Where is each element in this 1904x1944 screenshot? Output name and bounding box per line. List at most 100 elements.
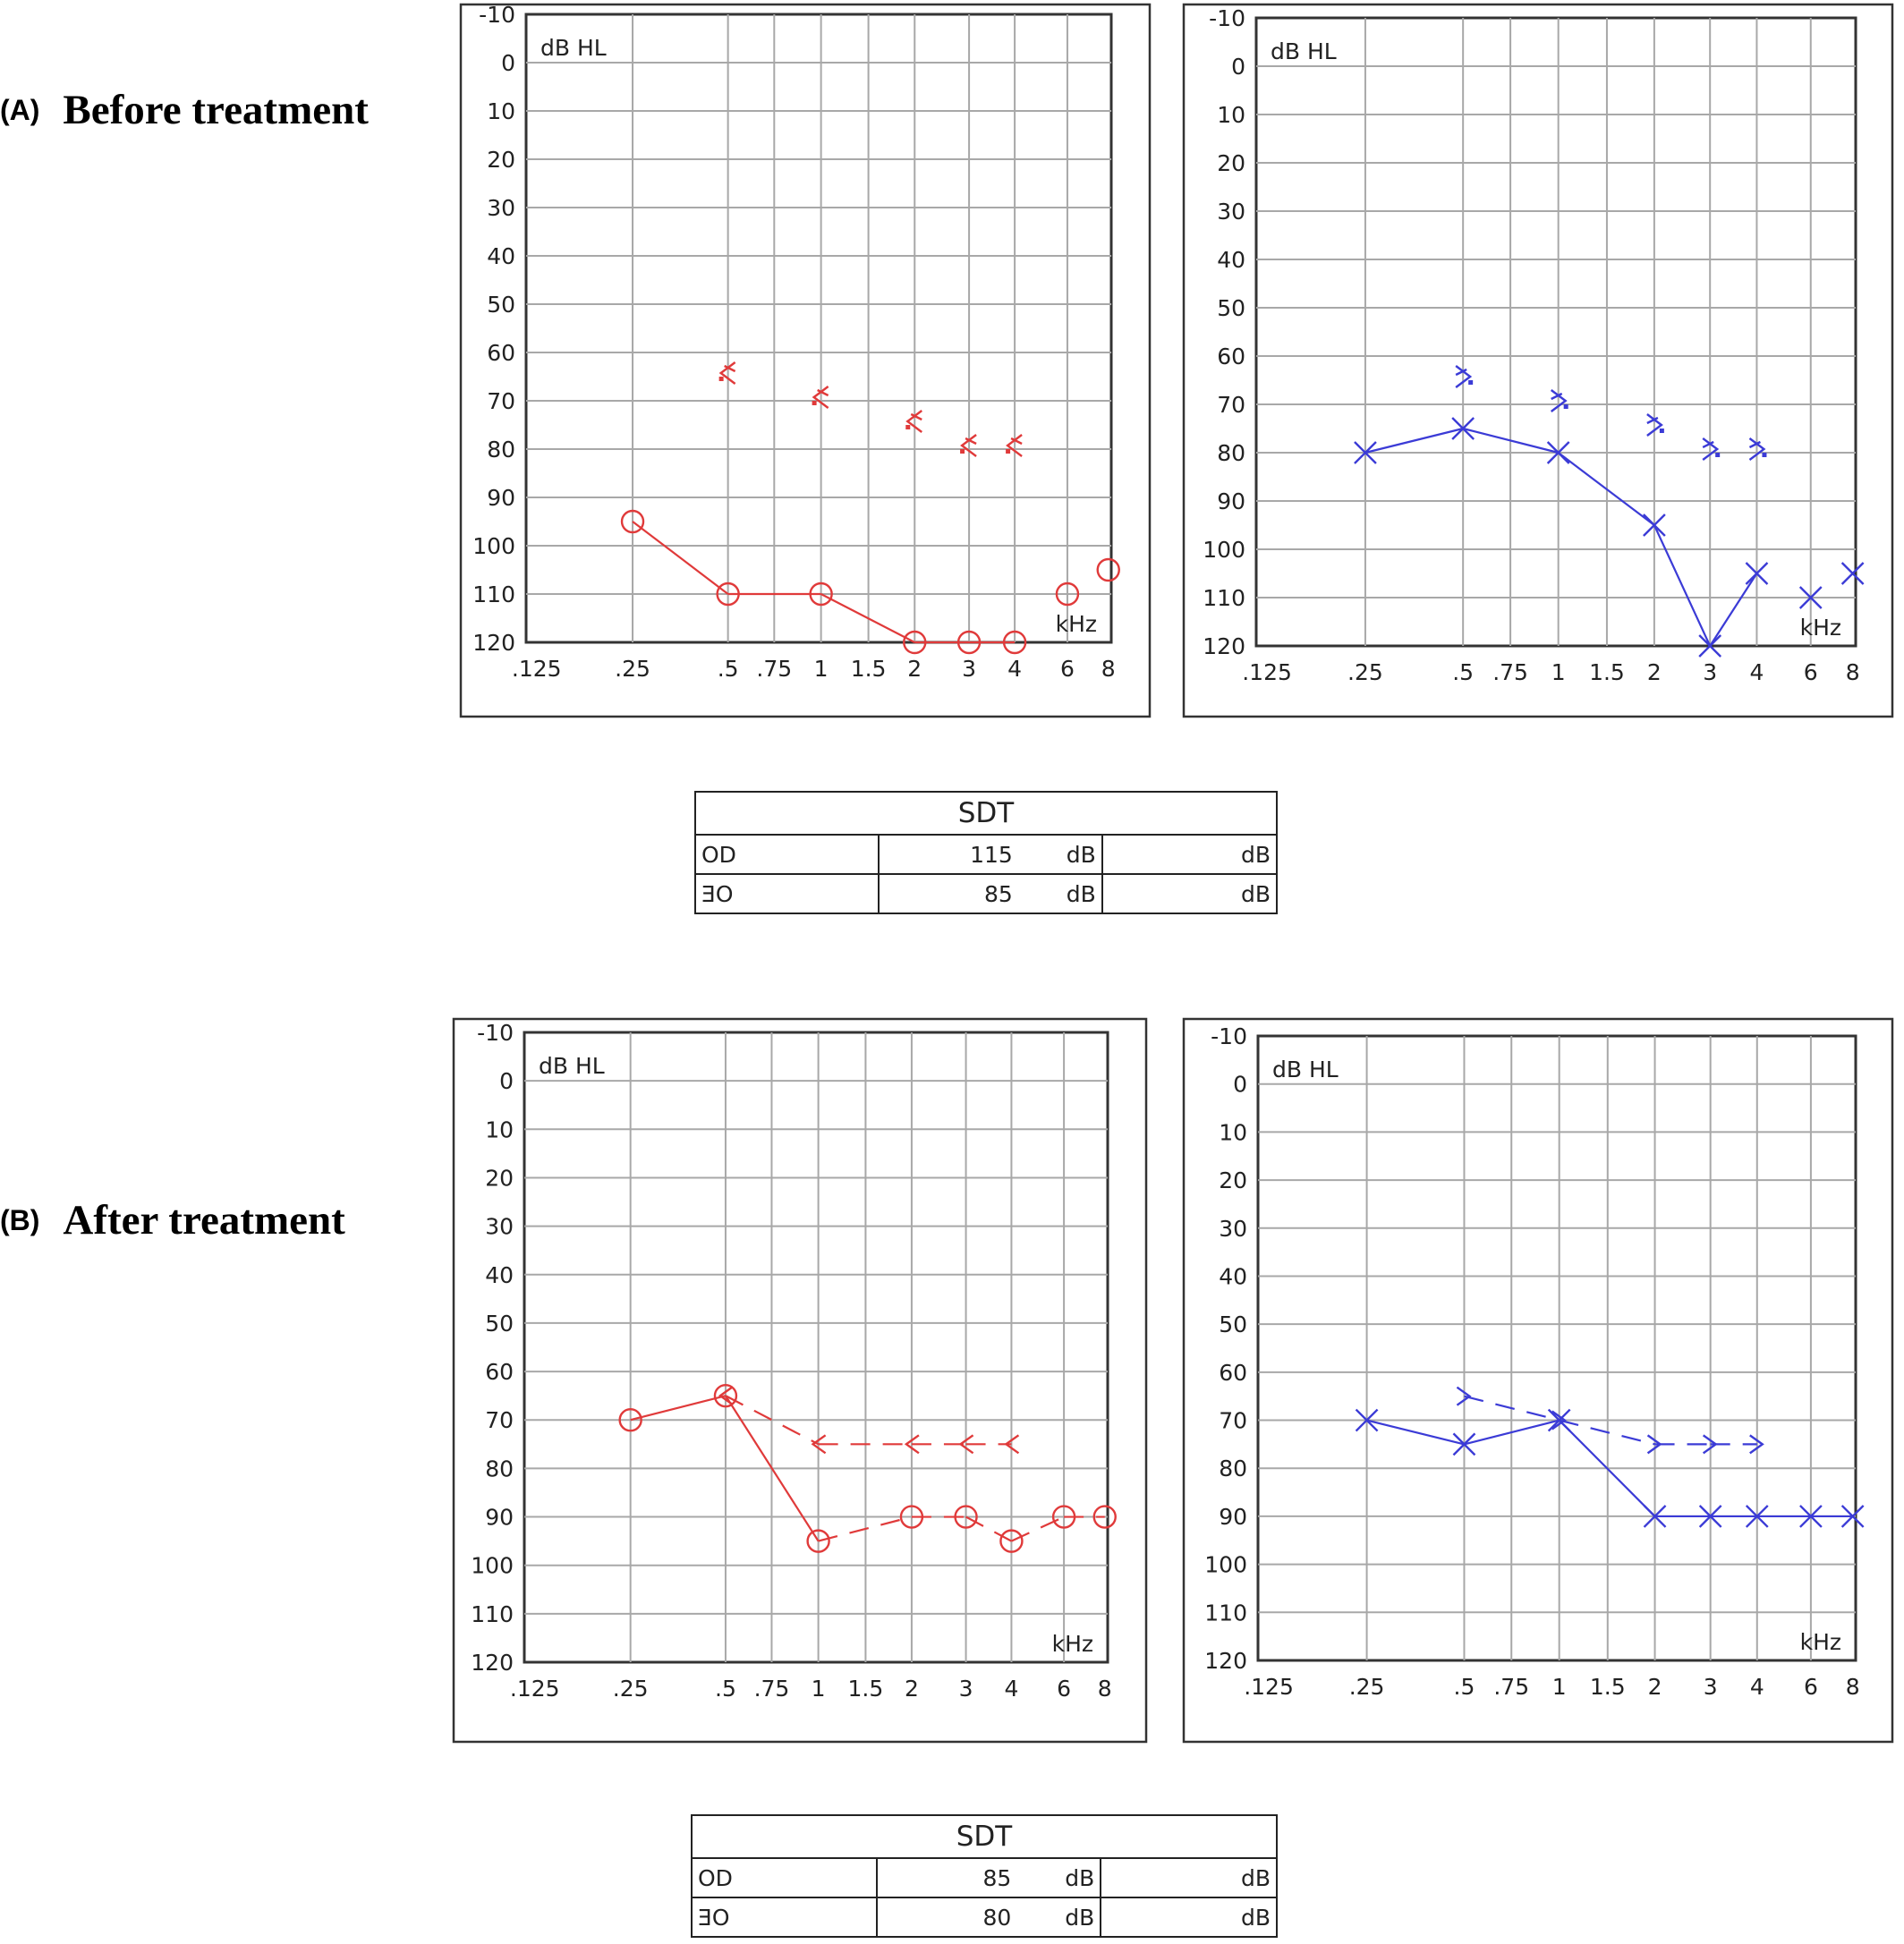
data-point [1745, 562, 1769, 585]
x-tick-label: 1.5 [1590, 1674, 1626, 1700]
x-tick-label: 1.5 [848, 1676, 884, 1702]
bone-marker-dot [1563, 404, 1568, 409]
y-tick-label: 90 [1217, 488, 1245, 514]
y-tick-label: 50 [1219, 1312, 1247, 1337]
y-tick-label: 40 [487, 243, 515, 269]
x-tick-label: 1 [1552, 1674, 1567, 1700]
plot-area [1254, 16, 1857, 648]
y-tick-label: 70 [485, 1407, 514, 1433]
data-point [1354, 441, 1377, 464]
bone-marker-dot [1762, 453, 1767, 457]
data-point [718, 361, 736, 385]
y-tick-label: 120 [1204, 1648, 1247, 1674]
data-point [1840, 562, 1865, 585]
sdt-value: 85 [982, 1864, 1012, 1891]
sdt-table-before: SDT OD 115 dB dB OE 85 dB dB [693, 791, 1279, 914]
circle-marker [954, 1505, 978, 1529]
x-tick-label: .75 [1492, 659, 1528, 685]
sdt-header: SDT [691, 1814, 1278, 1859]
sdt-unit2: dB [1100, 1857, 1278, 1898]
data-point [1646, 413, 1664, 437]
data-point [716, 582, 740, 607]
circle-marker [809, 582, 833, 607]
series-line [1464, 1395, 1560, 1422]
y-tick-label: -10 [1209, 5, 1245, 31]
series-line [632, 521, 729, 595]
data-point [1840, 1505, 1865, 1528]
y-tick-label: 20 [487, 147, 515, 173]
series-line [1709, 573, 1758, 647]
y-tick-label: 120 [471, 1650, 514, 1676]
x-tick-label: 3 [959, 1676, 973, 1702]
bone-marker-dot [1006, 449, 1011, 454]
circle-marker [1002, 630, 1027, 655]
circle-marker [1055, 582, 1080, 607]
y-tick-label: 10 [1217, 102, 1245, 128]
plot-area [1256, 1034, 1857, 1662]
y-tick-label: 30 [1217, 199, 1245, 225]
y-tick-label: 40 [1217, 247, 1245, 273]
bone-marker [1702, 437, 1720, 461]
x-tick-label: .25 [615, 656, 650, 682]
bone-marker [1749, 1434, 1764, 1455]
bone-marker-dot [718, 377, 724, 381]
data-point [718, 1386, 734, 1406]
y-tick-label: 90 [485, 1505, 514, 1531]
data-point [1745, 1505, 1769, 1528]
audiogram-before-right: -10 0 10 20 30 40 50 60 70 80 90 100 110 120.125 .25 .5… [459, 2, 1152, 718]
circle-marker [620, 509, 645, 534]
y-tick-label: 0 [499, 1068, 514, 1094]
series-line [1364, 427, 1464, 454]
x-marker [1354, 441, 1377, 464]
y-tick-label: 120 [1203, 633, 1245, 659]
x-tick-label: .75 [754, 1676, 790, 1702]
panel-title: After treatment [63, 1197, 345, 1244]
x-axis-label: kHz [1800, 615, 1841, 641]
sdt-unit: dB [1065, 1904, 1095, 1931]
y-tick-label: 90 [487, 485, 515, 511]
circle-marker [1096, 557, 1120, 582]
y-tick-label: 60 [485, 1359, 514, 1385]
circle-marker [999, 1529, 1024, 1553]
x-tick-label: 4 [1004, 1676, 1018, 1702]
series-line [1366, 1419, 1465, 1446]
series-line [1010, 1515, 1065, 1542]
x-tick-label: 4 [1750, 1674, 1764, 1700]
y-tick-label: 0 [1233, 1072, 1247, 1098]
y-tick-label: 90 [1219, 1504, 1247, 1530]
x-tick-label: .125 [510, 1676, 560, 1702]
bone-marker [1646, 413, 1663, 437]
sdt-value: 115 [970, 841, 1013, 868]
sdt-unit2: dB [1100, 1897, 1278, 1938]
x-tick-label: .5 [718, 656, 739, 682]
circle-marker [903, 630, 927, 655]
bone-marker-dot [1659, 429, 1664, 433]
data-point [1006, 434, 1023, 457]
bone-marker-dot [812, 401, 817, 405]
chart-frame [459, 3, 1152, 718]
data-point [905, 410, 922, 433]
bone-marker [718, 1386, 734, 1406]
chart-frame [1182, 1017, 1894, 1744]
y-tick-label: 50 [485, 1311, 514, 1337]
y-tick-label: 30 [485, 1214, 514, 1240]
x-tick-label: .25 [1347, 659, 1383, 685]
series-line [1558, 452, 1655, 526]
x-tick-label: 1.5 [851, 656, 887, 682]
data-point [713, 1383, 738, 1408]
y-tick-label: 80 [485, 1456, 514, 1481]
data-point [1798, 586, 1823, 609]
data-point [1646, 1434, 1662, 1455]
sdt-table-after: SDT OD 85 dB dB OE 80 dB dB [691, 1814, 1278, 1938]
x-tick-label: 2 [905, 1676, 919, 1702]
y-tick-label: 70 [1217, 392, 1245, 418]
bone-marker [811, 1434, 827, 1455]
sdt-unit: dB [1066, 841, 1096, 868]
data-point [899, 1505, 924, 1529]
y-tick-label: 120 [472, 630, 515, 656]
data-point [1698, 1505, 1722, 1528]
bone-marker [1004, 1434, 1020, 1455]
bone-marker [1646, 1434, 1662, 1455]
data-point [1055, 582, 1080, 607]
circle-marker [618, 1408, 642, 1432]
